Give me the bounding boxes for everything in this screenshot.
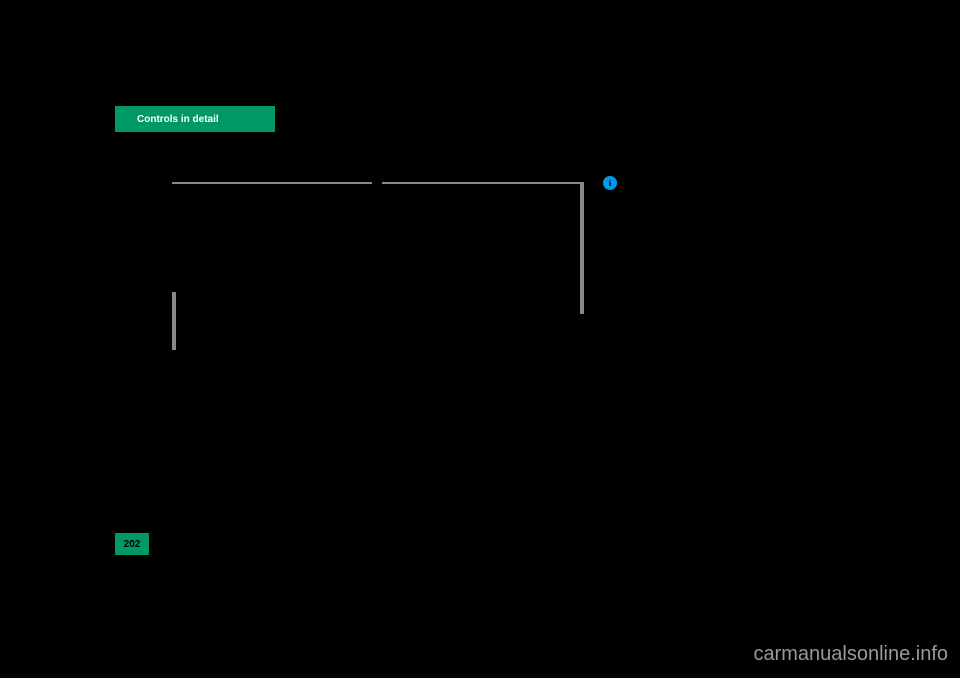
page-number-tab: 202 xyxy=(115,533,149,555)
watermark-text: carmanualsonline.info xyxy=(753,643,948,666)
info-icon-glyph: i xyxy=(609,178,612,188)
section-tab-label: Controls in detail xyxy=(137,114,219,125)
note-bar-left xyxy=(172,292,176,350)
column-1-rule xyxy=(172,182,372,184)
page-number: 202 xyxy=(124,539,141,550)
info-icon: i xyxy=(603,176,617,190)
section-tab: Controls in detail xyxy=(115,106,275,132)
column-2-rule xyxy=(382,182,580,184)
manual-page: Controls in detail i 202 xyxy=(55,60,825,590)
note-bar-right xyxy=(580,182,584,314)
